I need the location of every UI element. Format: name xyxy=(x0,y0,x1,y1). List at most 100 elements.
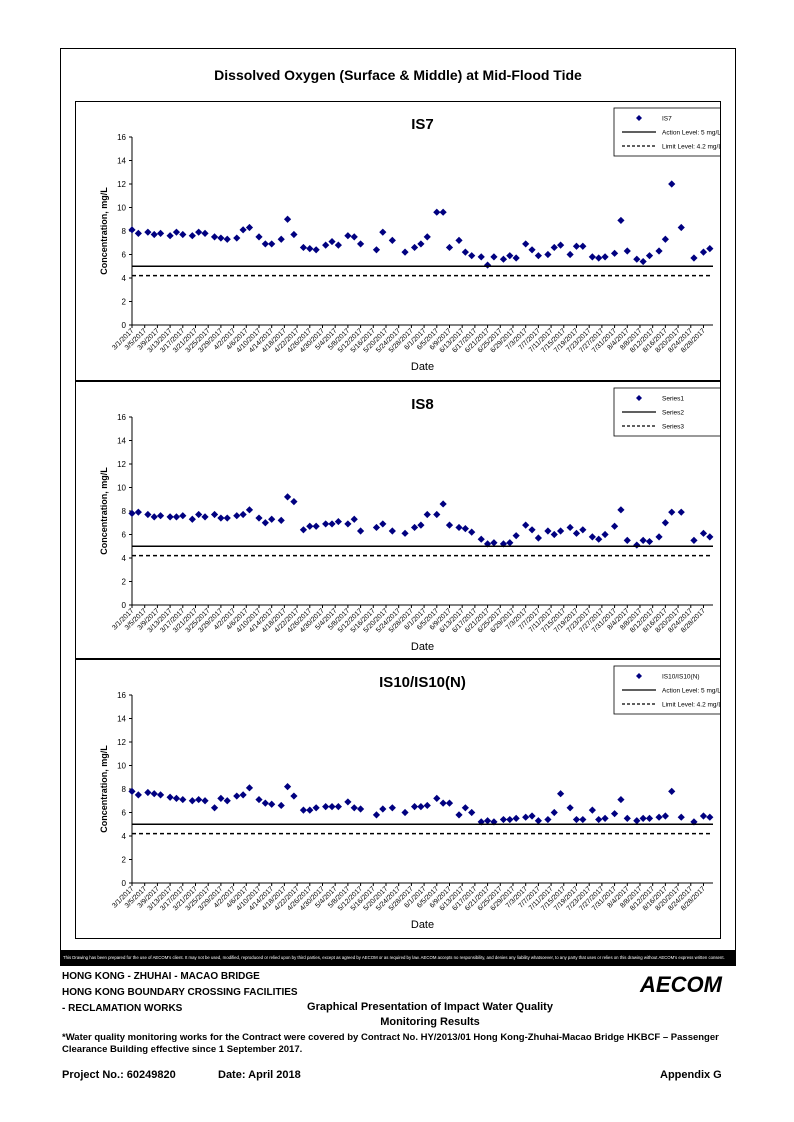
data-point xyxy=(290,230,298,239)
project-line-2: HONG KONG BOUNDARY CROSSING FACILITIES xyxy=(62,987,298,998)
data-point xyxy=(188,797,196,805)
data-point xyxy=(572,815,581,824)
project-number: Project No.: 60249820 xyxy=(62,1069,176,1081)
data-point xyxy=(544,527,552,535)
data-point xyxy=(490,253,498,261)
data-point xyxy=(506,539,514,547)
legend-entry: Limit Level: 4.2 mg/L xyxy=(662,144,720,151)
data-point xyxy=(579,815,587,824)
data-point xyxy=(134,508,142,516)
data-point xyxy=(255,233,263,241)
data-point xyxy=(239,510,247,519)
data-point xyxy=(356,805,365,813)
data-point xyxy=(610,522,619,530)
legend-entry: Limit Level: 4.2 mg/L xyxy=(662,702,720,709)
data-point xyxy=(268,240,276,248)
data-point xyxy=(483,817,492,825)
data-point xyxy=(128,787,136,795)
data-point xyxy=(128,226,136,234)
data-point xyxy=(410,803,419,811)
legend-marker xyxy=(636,395,642,401)
data-point xyxy=(699,248,708,256)
data-point xyxy=(557,527,565,535)
chart-is10: IS10/IS10(N) 0 2 4 6 8 10 12 14 16 Concentration, … xyxy=(99,665,720,931)
data-point xyxy=(283,783,292,791)
data-point xyxy=(410,243,419,252)
data-point xyxy=(195,795,203,804)
data-point xyxy=(544,250,552,259)
x-axis-label: Date xyxy=(411,361,434,373)
data-point xyxy=(150,513,158,521)
data-point xyxy=(677,508,685,516)
data-point xyxy=(439,208,447,216)
data-point xyxy=(223,514,231,522)
y-tick-label: 16 xyxy=(117,691,126,700)
data-point xyxy=(277,516,285,524)
data-point xyxy=(506,252,514,260)
data-point xyxy=(623,814,631,822)
data-point xyxy=(645,252,654,260)
data-point xyxy=(388,236,396,244)
data-point xyxy=(512,532,520,540)
x-axis-label: Date xyxy=(411,641,434,653)
data-point xyxy=(150,790,158,798)
data-point xyxy=(461,525,469,533)
y-tick-label: 8 xyxy=(122,785,127,794)
data-point xyxy=(245,784,254,792)
y-tick-label: 14 xyxy=(117,157,126,166)
data-point xyxy=(455,811,463,819)
data-point xyxy=(322,520,330,528)
legend-marker xyxy=(636,115,642,121)
data-point xyxy=(306,806,314,814)
data-point xyxy=(639,536,647,544)
data-point xyxy=(433,510,441,519)
data-point xyxy=(433,794,441,802)
data-point xyxy=(306,522,314,530)
chart-panel-is8: IS8 0 2 4 6 8 10 12 14 16 Concentration, mg/L 3/1/2… xyxy=(75,381,721,659)
data-point xyxy=(588,806,596,814)
data-point xyxy=(388,804,396,812)
legend-entry: Series2 xyxy=(662,410,684,417)
y-tick-label: 6 xyxy=(122,531,127,540)
data-point xyxy=(601,530,609,539)
data-point xyxy=(468,808,476,817)
data-point xyxy=(255,514,263,522)
data-point xyxy=(610,249,619,257)
project-line-3: - RECLAMATION WORKS xyxy=(62,1003,183,1014)
chart-panel-is10: IS10/IS10(N) 0 2 4 6 8 10 12 14 16 Concentration, … xyxy=(75,659,721,939)
data-point xyxy=(661,519,669,527)
data-point xyxy=(655,813,663,821)
y-tick-label: 2 xyxy=(122,298,127,307)
data-point xyxy=(677,813,685,821)
y-tick-label: 2 xyxy=(122,578,127,587)
data-point xyxy=(439,799,447,807)
disclaimer-bar: This Drawing has been prepared for the u… xyxy=(60,950,736,966)
legend-entry: Series1 xyxy=(662,396,684,403)
data-point xyxy=(172,513,181,521)
data-point xyxy=(144,788,152,797)
data-point xyxy=(401,248,409,256)
project-line-1: HONG KONG - ZHUHAI - MACAO BRIDGE xyxy=(62,971,260,982)
data-point xyxy=(179,230,187,239)
data-point xyxy=(522,521,530,529)
data-point xyxy=(550,530,558,539)
data-point xyxy=(468,252,476,260)
data-point xyxy=(595,815,603,824)
data-point xyxy=(512,814,520,822)
data-point xyxy=(639,814,647,822)
data-point xyxy=(417,803,425,811)
data-point xyxy=(706,813,714,821)
data-point xyxy=(661,235,669,243)
data-point xyxy=(579,526,587,534)
data-point xyxy=(477,535,485,543)
data-point xyxy=(356,527,365,535)
data-point xyxy=(233,234,241,242)
data-point xyxy=(350,233,358,241)
x-axis-label: Date xyxy=(411,919,434,931)
y-tick-label: 8 xyxy=(122,507,127,516)
data-point xyxy=(356,240,365,248)
data-point xyxy=(156,791,165,799)
data-point xyxy=(445,521,454,529)
